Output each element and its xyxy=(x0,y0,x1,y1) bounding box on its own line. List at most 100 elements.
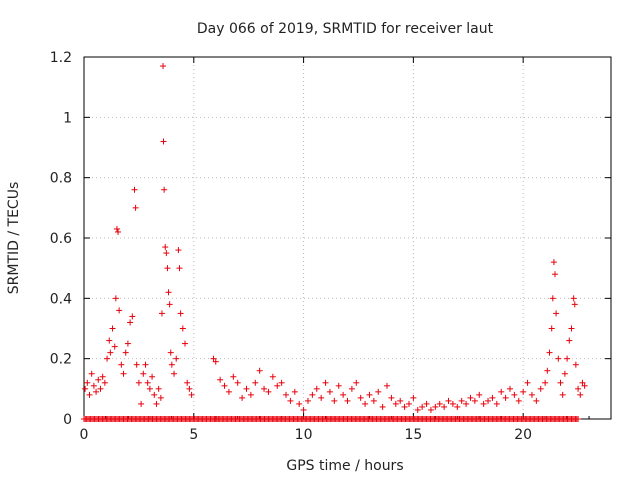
data-point xyxy=(93,388,100,395)
data-point xyxy=(107,349,114,356)
data-point xyxy=(153,400,160,407)
data-point xyxy=(234,379,241,386)
data-point xyxy=(120,370,127,377)
data-point xyxy=(135,379,142,386)
data-point xyxy=(155,385,162,392)
y-tick-label: 0.6 xyxy=(50,231,72,247)
data-point xyxy=(111,343,118,350)
data-point xyxy=(86,391,93,398)
data-point xyxy=(432,403,439,410)
data-point xyxy=(577,391,584,398)
data-point xyxy=(533,397,540,404)
data-point xyxy=(129,313,136,320)
data-point xyxy=(571,301,578,308)
data-point xyxy=(144,379,151,386)
x-tick-label: 10 xyxy=(295,427,313,443)
data-point xyxy=(221,382,228,389)
y-tick-label: 1 xyxy=(63,110,72,126)
data-point xyxy=(463,400,470,407)
data-point xyxy=(171,370,178,377)
x-axis-label: GPS time / hours xyxy=(286,458,403,474)
data-point xyxy=(304,397,311,404)
data-point xyxy=(566,337,573,344)
data-point xyxy=(366,391,373,398)
data-point xyxy=(188,391,195,398)
data-point xyxy=(410,394,417,401)
data-point xyxy=(550,259,557,266)
data-point xyxy=(82,385,89,392)
data-point xyxy=(256,367,263,374)
data-point xyxy=(357,394,364,401)
y-ticks: 0 0.2 0.4 0.6 0.8 1 1.2 xyxy=(50,50,611,428)
data-point xyxy=(179,325,186,332)
x-tick-label: 20 xyxy=(514,427,532,443)
data-point xyxy=(557,379,564,386)
y-tick-label: 0.2 xyxy=(50,352,72,368)
data-point xyxy=(575,385,582,392)
data-point xyxy=(142,361,149,368)
data-point xyxy=(162,244,169,251)
data-point xyxy=(296,400,303,407)
data-point xyxy=(493,400,500,407)
data-point xyxy=(436,400,443,407)
data-point xyxy=(362,400,369,407)
data-point xyxy=(549,295,556,302)
data-point xyxy=(506,385,513,392)
data-point xyxy=(104,355,111,362)
data-point xyxy=(269,373,276,380)
data-point xyxy=(405,400,412,407)
x-tick-label: 0 xyxy=(80,427,89,443)
data-point xyxy=(423,400,430,407)
data-point xyxy=(84,379,91,386)
y-axis-label: SRMTID / TECUs xyxy=(6,182,22,295)
data-point xyxy=(106,337,113,344)
data-point xyxy=(167,349,174,356)
data-point xyxy=(559,391,566,398)
data-point xyxy=(168,361,175,368)
data-point xyxy=(340,391,347,398)
data-point xyxy=(278,379,285,386)
data-point xyxy=(375,388,382,395)
data-point xyxy=(265,388,272,395)
data-point xyxy=(579,379,586,386)
data-point xyxy=(570,295,577,302)
data-point xyxy=(471,397,478,404)
data-point xyxy=(454,403,461,410)
x-tick-label: 15 xyxy=(404,427,422,443)
data-point xyxy=(542,379,549,386)
data-point xyxy=(572,361,579,368)
data-point xyxy=(115,228,122,235)
data-point xyxy=(561,370,568,377)
data-point xyxy=(502,394,509,401)
data-point xyxy=(322,379,329,386)
data-point xyxy=(186,385,193,392)
data-point xyxy=(537,385,544,392)
data-point xyxy=(274,382,281,389)
data-point xyxy=(239,394,246,401)
data-point xyxy=(546,349,553,356)
data-point xyxy=(184,379,191,386)
data-point xyxy=(99,373,106,380)
data-points xyxy=(81,63,588,422)
data-point xyxy=(344,397,351,404)
data-point xyxy=(97,385,104,392)
x-tick-label: 5 xyxy=(189,427,198,443)
data-point xyxy=(287,397,294,404)
data-point xyxy=(427,406,434,413)
data-point xyxy=(131,186,138,193)
y-tick-label: 0.8 xyxy=(50,171,72,187)
data-point xyxy=(458,397,465,404)
data-point xyxy=(160,138,167,145)
data-point xyxy=(140,370,147,377)
data-point xyxy=(90,382,97,389)
data-point xyxy=(467,394,474,401)
data-point xyxy=(160,63,167,70)
data-point xyxy=(176,265,183,272)
data-point xyxy=(165,289,172,296)
data-point xyxy=(157,394,164,401)
data-point xyxy=(335,382,342,389)
data-point xyxy=(212,358,219,365)
data-point xyxy=(225,388,232,395)
data-point xyxy=(370,397,377,404)
